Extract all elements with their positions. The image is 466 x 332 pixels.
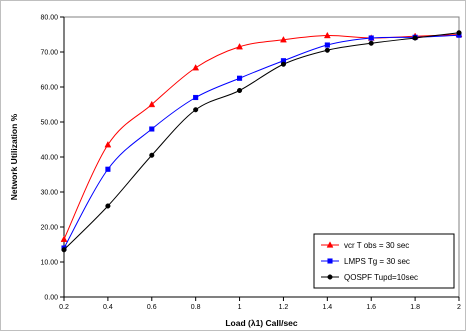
- x-tick-label: 1.4: [322, 304, 332, 311]
- legend-swatch-marker: [327, 274, 333, 280]
- data-point: [236, 43, 243, 50]
- legend-entry-label: QOSPF Tupd=10sec: [344, 273, 418, 282]
- data-point: [61, 247, 67, 253]
- data-point: [237, 75, 243, 81]
- y-tick-label: 50.00: [40, 120, 58, 127]
- y-tick-label: 10.00: [40, 260, 58, 267]
- series-line: [63, 32, 460, 251]
- data-point: [105, 166, 111, 172]
- x-axis-title: Load (λ1) Call/sec: [225, 318, 298, 328]
- data-point: [237, 87, 243, 94]
- data-point: [324, 42, 330, 48]
- data-point: [105, 203, 111, 209]
- data-point: [280, 36, 287, 43]
- data-point: [412, 35, 418, 41]
- data-point: [149, 126, 155, 132]
- y-tick-label: 80.00: [40, 15, 58, 22]
- x-tick-label: 0.8: [191, 304, 201, 311]
- data-point: [149, 152, 155, 158]
- x-tick-label: 1: [238, 304, 242, 311]
- x-tick-label: 1.2: [279, 304, 289, 311]
- data-point: [368, 40, 374, 46]
- y-tick-label: 0.00: [44, 295, 58, 302]
- data-point: [324, 47, 330, 53]
- series-layer: [60, 30, 463, 253]
- data-point: [323, 31, 331, 39]
- data-point: [456, 30, 462, 36]
- x-tick-label: 0.2: [59, 304, 69, 311]
- x-tick-label: 1.8: [410, 304, 420, 311]
- legend-entry-label: LMPS Tg = 30 sec: [344, 257, 410, 266]
- y-tick-label: 70.00: [40, 50, 58, 57]
- legend-swatch-marker: [327, 258, 333, 264]
- x-tick-label: 0.4: [103, 304, 113, 311]
- legend-entry-label: vcr T obs = 30 sec: [344, 241, 409, 250]
- data-point: [368, 35, 374, 41]
- data-point: [60, 235, 68, 242]
- x-tick-label: 2: [457, 304, 461, 311]
- data-point: [193, 94, 199, 101]
- series-3: [61, 30, 462, 253]
- y-tick-label: 30.00: [40, 190, 58, 197]
- data-point: [280, 61, 286, 67]
- y-tick-label: 40.00: [40, 155, 58, 162]
- data-point: [148, 100, 156, 108]
- data-point: [192, 64, 200, 71]
- legend-box: [313, 233, 455, 289]
- y-tick-label: 60.00: [40, 85, 58, 92]
- legend: vcr T obs = 30 sec LMPS Tg = 30 sec QOSPF …: [313, 233, 455, 289]
- series-line: [63, 34, 460, 249]
- y-axis-title: Network Utilization %: [9, 113, 19, 200]
- data-point: [193, 107, 199, 113]
- y-tick-label: 20.00: [40, 225, 58, 232]
- x-tick-label: 1.6: [366, 304, 376, 311]
- data-point: [104, 141, 112, 148]
- x-tick-label: 0.6: [147, 304, 157, 311]
- legend-swatch-marker: [326, 241, 334, 248]
